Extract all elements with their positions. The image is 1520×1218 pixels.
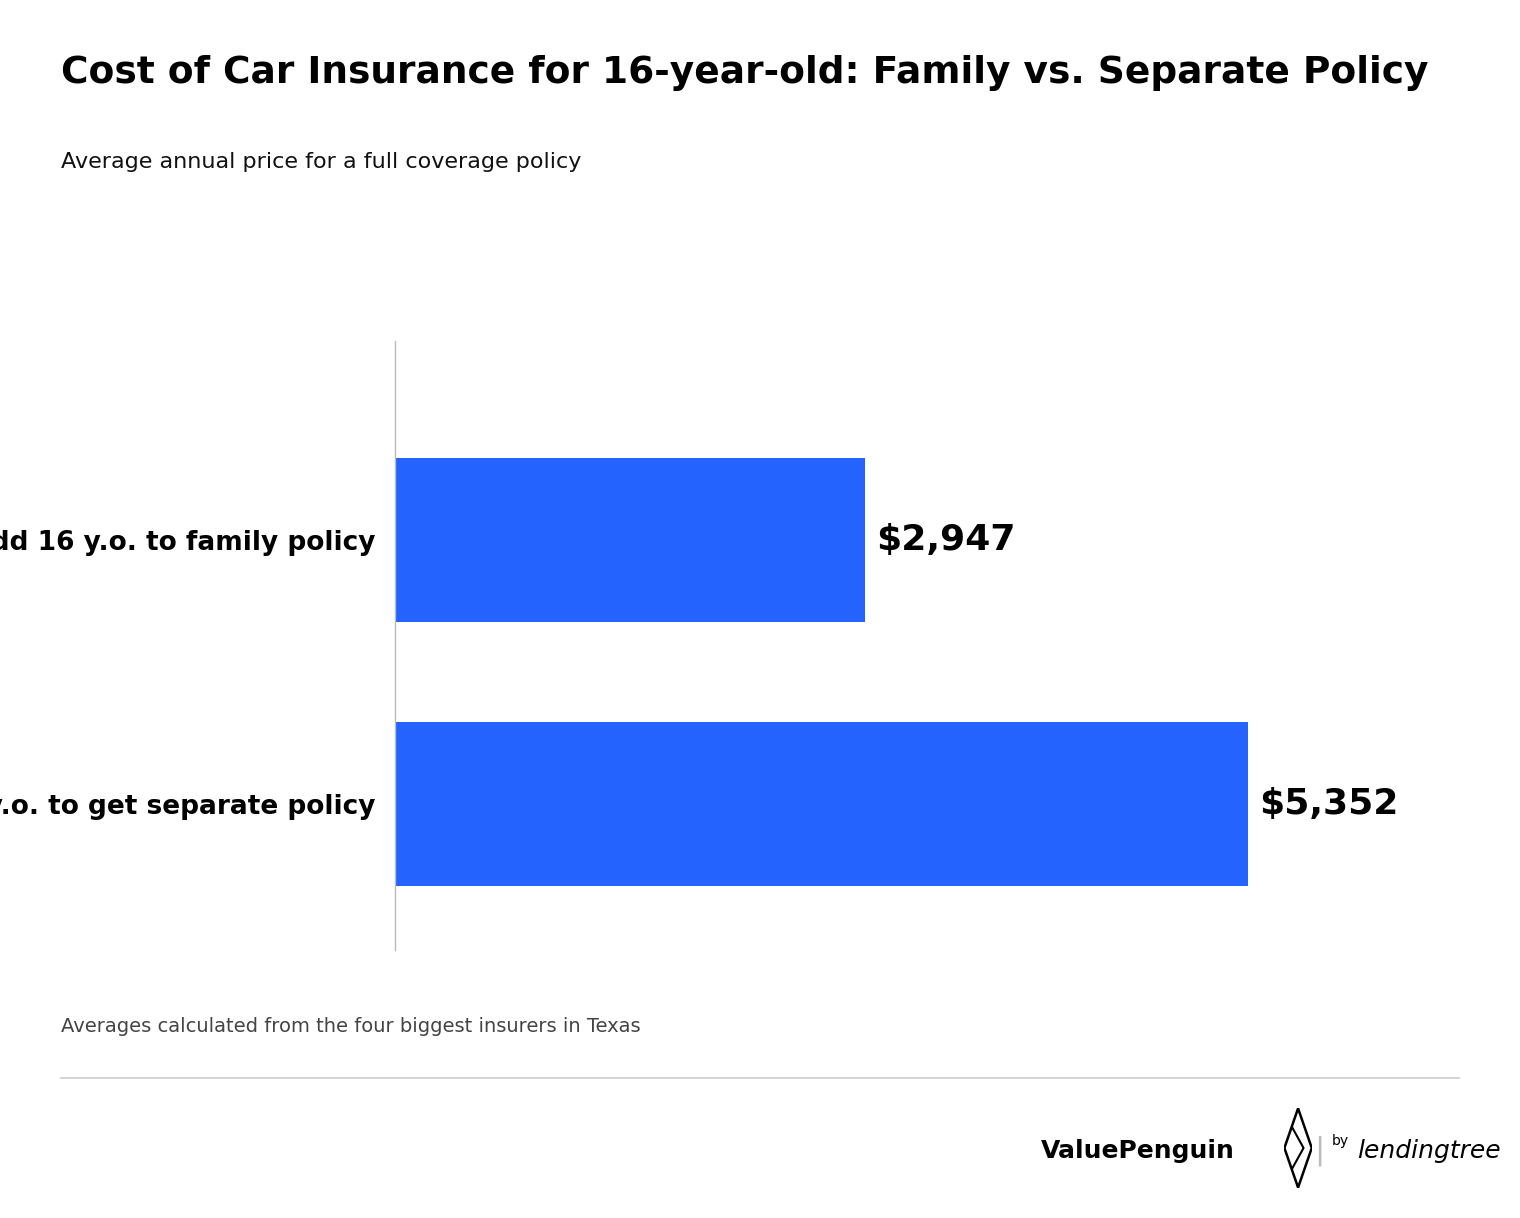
Text: ValuePenguin: ValuePenguin [1041, 1139, 1236, 1163]
Bar [395, 722, 1248, 887]
Text: |: | [1315, 1135, 1324, 1167]
Text: Averages calculated from the four biggest insurers in Texas: Averages calculated from the four bigges… [61, 1017, 640, 1037]
Text: $2,947: $2,947 [876, 523, 1015, 557]
Bar [395, 458, 865, 621]
Text: $5,352: $5,352 [1259, 787, 1398, 821]
Text: by: by [1332, 1134, 1348, 1149]
Text: Cost of Car Insurance for 16-year-old: Family vs. Separate Policy: Cost of Car Insurance for 16-year-old: F… [61, 55, 1429, 91]
Text: lendingtree: lendingtree [1357, 1139, 1500, 1163]
Text: Average annual price for a full coverage policy: Average annual price for a full coverage… [61, 152, 581, 172]
